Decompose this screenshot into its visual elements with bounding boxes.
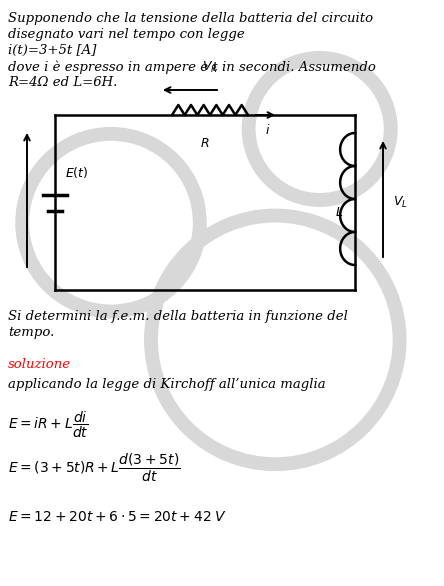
Text: $V_R$: $V_R$ [202, 60, 218, 75]
Text: applicando la legge di Kirchoff all’unica maglia: applicando la legge di Kirchoff all’unic… [8, 378, 325, 391]
Text: $i$: $i$ [266, 123, 271, 137]
Text: $V_L$: $V_L$ [393, 195, 408, 210]
Text: Supponendo che la tensione della batteria del circuito: Supponendo che la tensione della batteri… [8, 12, 373, 25]
Text: $E = 12 + 20t + 6 \cdot 5 = 20t + 42 \; V$: $E = 12 + 20t + 6 \cdot 5 = 20t + 42 \; … [8, 510, 227, 524]
Text: R=4Ω ed L=6H.: R=4Ω ed L=6H. [8, 76, 117, 89]
Text: $E = (3+5t)R + L\dfrac{d(3+5t)}{dt}$: $E = (3+5t)R + L\dfrac{d(3+5t)}{dt}$ [8, 452, 180, 485]
Text: $E = iR + L\dfrac{di}{dt}$: $E = iR + L\dfrac{di}{dt}$ [8, 410, 89, 440]
Text: Si determini la f.e.m. della batteria in funzione del: Si determini la f.e.m. della batteria in… [8, 310, 348, 323]
Text: soluzione: soluzione [8, 358, 71, 371]
Text: tempo.: tempo. [8, 326, 54, 339]
Text: $R$: $R$ [200, 137, 210, 150]
Text: disegnato vari nel tempo con legge: disegnato vari nel tempo con legge [8, 28, 245, 41]
Text: $L$: $L$ [335, 206, 343, 219]
Text: i(t)=3+5t [A]: i(t)=3+5t [A] [8, 44, 96, 57]
Text: $E(t)$: $E(t)$ [65, 165, 88, 180]
Text: dove i è espresso in ampere e t in secondi. Assumendo: dove i è espresso in ampere e t in secon… [8, 60, 376, 73]
